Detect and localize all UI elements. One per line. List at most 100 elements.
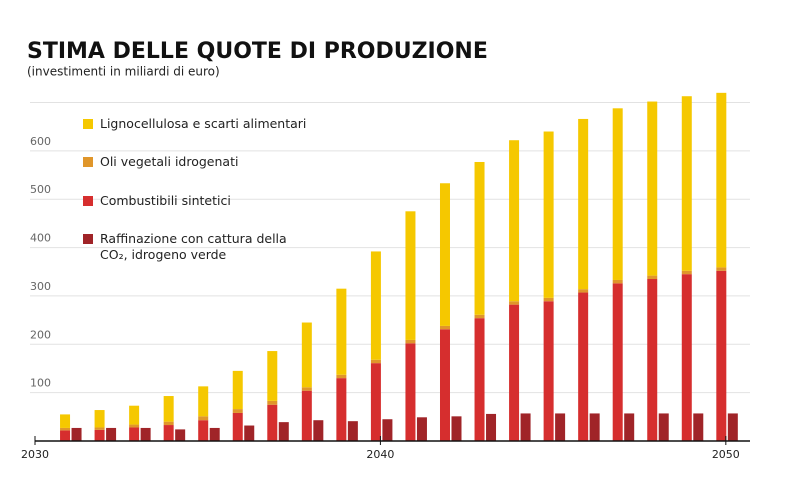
legend-swatch <box>83 234 93 244</box>
bar <box>278 422 289 441</box>
bar-segment <box>301 322 312 388</box>
bar <box>624 413 635 441</box>
bar-segment <box>681 96 692 271</box>
bar-segment <box>716 267 727 271</box>
y-tick-label: 600 <box>30 135 51 148</box>
y-tick-label: 200 <box>30 328 51 341</box>
bar-segment <box>543 301 554 441</box>
bar-segment <box>94 410 105 428</box>
y-tick-label: 300 <box>30 280 51 293</box>
bar-segment <box>405 339 416 344</box>
bar <box>520 413 531 441</box>
bar <box>244 425 255 441</box>
bar-segment <box>474 161 485 315</box>
bar-segment <box>163 396 174 422</box>
bar-segment <box>232 412 243 441</box>
bar-segment <box>370 363 381 441</box>
bar-segment <box>716 92 727 268</box>
legend-swatch <box>83 196 93 206</box>
legend-label: Oli vegetali idrogenati <box>100 154 239 169</box>
bar <box>451 416 462 441</box>
bar-segment <box>612 283 623 441</box>
bar-segment <box>578 289 589 293</box>
bar-segment <box>232 370 243 410</box>
bar-segment <box>474 314 485 319</box>
bar-segment <box>129 405 140 425</box>
x-tick-label: 2050 <box>712 448 740 461</box>
bar-segment <box>336 374 347 379</box>
bar-segment <box>301 387 312 391</box>
x-tick-label: 2030 <box>21 448 49 461</box>
bar <box>589 413 600 441</box>
legend-item: Oli vegetali idrogenati <box>83 154 323 170</box>
bar-segment <box>370 359 381 364</box>
bar <box>555 413 566 441</box>
bar-segment <box>612 108 623 280</box>
bar <box>71 427 82 441</box>
bar-segment <box>94 429 105 441</box>
bar-segment <box>612 279 623 284</box>
bar-segment <box>405 211 416 340</box>
bar-segment <box>336 378 347 441</box>
bar-segment <box>94 427 105 430</box>
bar <box>140 427 151 441</box>
bar <box>209 427 220 441</box>
y-tick-label: 400 <box>30 232 51 245</box>
bar-segment <box>647 279 658 441</box>
bar-segment <box>509 304 520 441</box>
bar-segment <box>405 343 416 441</box>
bar-segment <box>509 301 520 305</box>
bar-segment <box>439 325 450 330</box>
chart-title: STIMA DELLE QUOTE DI PRODUZIONE <box>27 39 488 64</box>
bar-segment <box>370 251 381 360</box>
bar <box>693 413 704 441</box>
bar <box>658 413 669 441</box>
x-tick-label: 2040 <box>366 448 394 461</box>
bar-segment <box>578 118 589 290</box>
legend-label: Combustibili sintetici <box>100 193 231 208</box>
bar-segment <box>474 318 485 441</box>
bar-segment <box>163 421 174 426</box>
bar-segment <box>681 274 692 441</box>
bar-segment <box>163 425 174 441</box>
y-tick-label: 500 <box>30 183 51 196</box>
bar-segment <box>716 270 727 441</box>
bar-segment <box>543 131 554 298</box>
bar-segment <box>301 390 312 441</box>
bar <box>106 427 117 441</box>
bar-segment <box>60 414 71 428</box>
bar-segment <box>60 427 71 431</box>
legend-label: Lignocellulosa e scarti alimentari <box>100 116 307 131</box>
bar-segment <box>198 416 209 421</box>
bar-segment <box>232 409 243 413</box>
legend-swatch <box>83 157 93 167</box>
bar <box>382 419 393 441</box>
legend-label: Raffinazione con cattura della CO₂, idro… <box>100 231 287 262</box>
chart-subtitle: (investimenti in miliardi di euro) <box>27 65 220 79</box>
bar-segment <box>336 288 347 375</box>
bar <box>416 417 427 441</box>
bar <box>727 413 738 441</box>
legend-item: Raffinazione con cattura della CO₂, idro… <box>83 231 323 263</box>
legend-swatch <box>83 119 93 129</box>
bar-segment <box>267 404 278 441</box>
bar-segment <box>60 430 71 441</box>
bar-segment <box>267 400 278 405</box>
bar-segment <box>647 275 658 280</box>
bar <box>313 420 324 441</box>
bar-segment <box>681 270 692 275</box>
bar-segment <box>647 101 658 276</box>
bar-segment <box>267 351 278 401</box>
bar-segment <box>198 420 209 441</box>
bar <box>486 413 497 441</box>
bar-segment <box>198 386 209 417</box>
bar-segment <box>578 292 589 441</box>
bar-segment <box>439 183 450 326</box>
y-tick-label: 100 <box>30 377 51 390</box>
bar-segment <box>129 427 140 441</box>
legend-item: Lignocellulosa e scarti alimentari <box>83 116 323 132</box>
bar-segment <box>129 424 140 428</box>
bar <box>347 421 358 441</box>
